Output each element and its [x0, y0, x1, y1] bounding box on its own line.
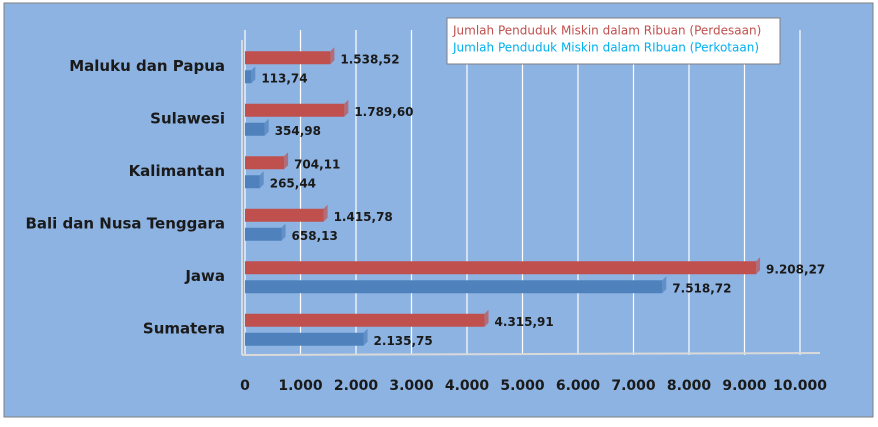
value-label: 1.789,60 — [354, 105, 413, 119]
value-label: 658,13 — [292, 229, 338, 243]
bar — [245, 122, 265, 136]
bar — [245, 313, 485, 327]
chart-background — [3, 2, 874, 418]
legend-box — [446, 17, 781, 65]
x-tick-label: 2.000 — [334, 378, 379, 394]
x-tick-label: 10.000 — [773, 378, 827, 394]
bar-side — [756, 257, 761, 275]
legend-entry: Jumlah Penduduk Miskin dalam RIbuan (Per… — [452, 41, 759, 55]
bar-side — [284, 152, 289, 170]
value-label: 704,11 — [294, 157, 340, 171]
bar — [245, 227, 282, 241]
bar — [245, 208, 324, 222]
bar-side — [662, 276, 667, 294]
legend-entry: Jumlah Penduduk Miskin dalam Ribuan (Per… — [452, 24, 761, 38]
bar-side — [281, 223, 286, 241]
x-axis — [241, 352, 821, 356]
bar — [245, 175, 260, 189]
y-tick-label: Jawa — [184, 267, 225, 285]
x-tick-label: 1.000 — [278, 378, 323, 394]
bar — [245, 261, 757, 275]
value-label: 9.208,27 — [766, 262, 825, 276]
value-label: 7.518,72 — [672, 281, 731, 295]
bar-side — [330, 47, 335, 65]
bar-side — [251, 66, 256, 84]
x-tick-label: 3.000 — [389, 378, 434, 394]
y-tick-label: Sulawesi — [150, 109, 225, 127]
bar — [245, 332, 364, 346]
value-label: 2.135,75 — [374, 334, 433, 348]
y-tick-label: Bali dan Nusa Tenggara — [25, 214, 225, 232]
value-label: 4.315,91 — [495, 315, 554, 329]
value-label: 354,98 — [275, 124, 321, 138]
bar-side — [264, 118, 269, 136]
value-label: 265,44 — [270, 176, 316, 190]
value-label: 113,74 — [261, 71, 307, 85]
value-label: 1.538,52 — [340, 52, 399, 66]
bar-side — [363, 328, 368, 346]
x-tick-label: 6.000 — [556, 378, 601, 394]
x-tick-label: 4.000 — [445, 378, 490, 394]
bar-side — [484, 309, 489, 327]
bar — [245, 51, 331, 65]
y-tick-label: Sumatera — [143, 319, 225, 337]
x-tick-label: 5.000 — [500, 378, 545, 394]
bar — [245, 103, 345, 117]
y-tick-label: Kalimantan — [129, 162, 225, 180]
bar-side — [344, 99, 349, 117]
bar — [245, 70, 252, 84]
bar — [245, 280, 663, 294]
x-tick-label: 8.000 — [667, 378, 712, 394]
bar — [245, 156, 285, 170]
bar-side — [259, 171, 264, 189]
x-tick-label: 7.000 — [611, 378, 656, 394]
bar-side — [323, 204, 328, 222]
value-label: 1.415,78 — [334, 210, 393, 224]
x-tick-label: 0 — [240, 378, 250, 394]
x-tick-label: 9.000 — [722, 378, 767, 394]
y-tick-label: Maluku dan Papua — [69, 57, 225, 75]
